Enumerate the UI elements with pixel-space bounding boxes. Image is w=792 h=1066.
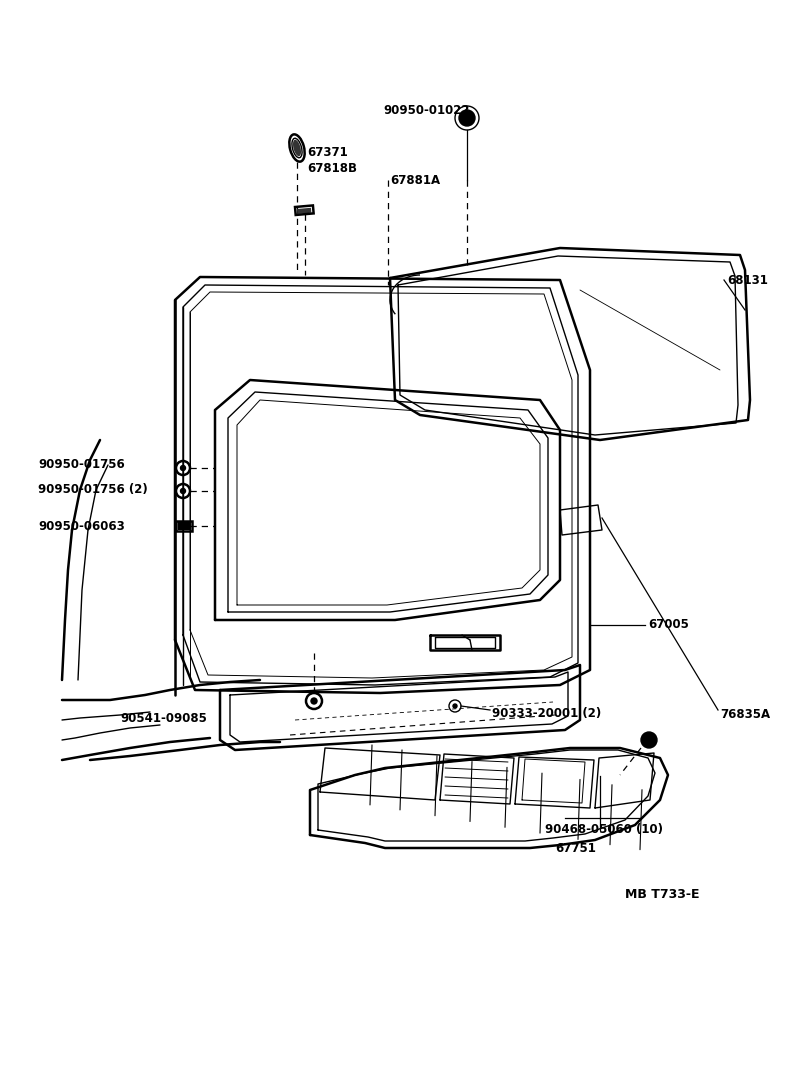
Text: 67005: 67005	[648, 618, 689, 631]
Text: 90950-01756: 90950-01756	[38, 458, 125, 471]
Text: 67818B: 67818B	[307, 162, 357, 175]
Circle shape	[641, 732, 657, 748]
Text: 67751: 67751	[555, 841, 596, 855]
Text: MB T733-E: MB T733-E	[625, 888, 699, 902]
Text: 76835A: 76835A	[720, 708, 770, 721]
Circle shape	[453, 704, 457, 708]
Ellipse shape	[293, 140, 301, 157]
Text: 67371: 67371	[307, 145, 348, 159]
Text: 90950-01756 (2): 90950-01756 (2)	[38, 483, 148, 496]
Circle shape	[459, 110, 475, 126]
Bar	[295, 206, 314, 215]
Text: 90541-09085: 90541-09085	[120, 711, 207, 725]
Text: 68131: 68131	[727, 274, 768, 287]
Text: 90950-01022: 90950-01022	[383, 103, 470, 116]
Text: 67881A: 67881A	[390, 174, 440, 187]
Circle shape	[181, 466, 185, 470]
Text: 90950-06063: 90950-06063	[38, 519, 125, 533]
Circle shape	[181, 488, 185, 494]
Bar	[178, 522, 190, 530]
Text: 90333-20001 (2): 90333-20001 (2)	[492, 707, 601, 720]
Bar	[297, 208, 311, 214]
Circle shape	[311, 698, 317, 704]
Bar	[176, 521, 192, 531]
Text: 90468-05060 (10): 90468-05060 (10)	[545, 824, 663, 837]
